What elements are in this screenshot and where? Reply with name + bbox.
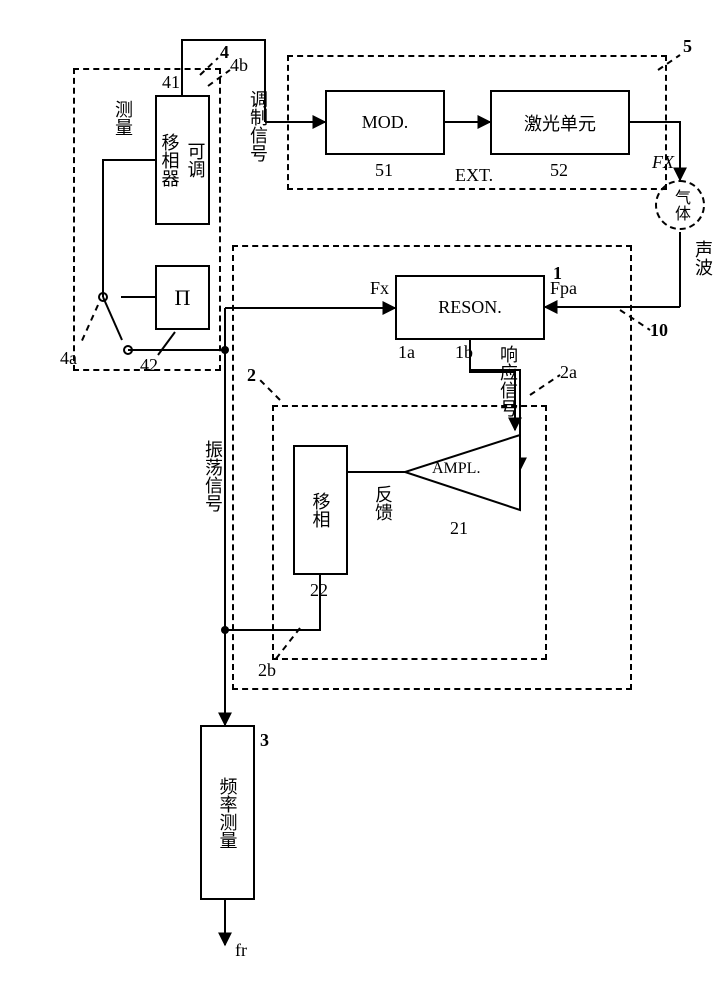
reson-port-1a: 1a [398,342,415,363]
block-phase-num: 22 [310,580,328,601]
block-mod-label: MOD. [362,112,409,133]
block-laser-num: 52 [550,160,568,181]
node-2 [221,626,229,634]
block-reson-label: RESON. [438,297,502,318]
osc-signal-label: 振荡信号 [200,440,226,512]
gas-fx-label: FX [652,152,674,173]
reson-port-1b: 1b [455,342,473,363]
gas-label: 气体 [668,189,692,221]
diagram-canvas: 5 EXT. MOD. 51 激光单元 52 气体 FX 声波 4 测量 可调 … [0,0,723,1000]
block-pi: Π [155,265,210,330]
block-adj-phase-label: 可调 移相器 [157,133,209,187]
feedback-out-label: 2b [258,660,276,681]
block-adj-phase-num: 41 [162,72,180,93]
block-freq-out: fr [235,940,247,961]
group-feedback-label: 反馈 [370,485,396,521]
mod-signal-label: 调制信号 [245,90,271,162]
group-10-num: 10 [650,320,668,341]
block-adj-phase: 可调 移相器 [155,95,210,225]
group-measure-label: 测量 [110,100,136,136]
reson-fx: Fx [370,278,389,299]
block-adj-phase-side: 4b [230,55,248,76]
reson-fpa: Fpa [550,278,577,299]
group-feedback-num: 2 [247,365,256,386]
gas-node: 气体 [655,180,705,230]
block-laser: 激光单元 [490,90,630,155]
block-mod: MOD. [325,90,445,155]
block-phase-label: 移相 [308,492,334,528]
sound-label: 声波 [690,240,716,276]
block-ampl-num: 21 [450,518,468,539]
block-freq: 频率测量 [200,725,255,900]
block-pi-label: Π [175,285,191,311]
block-phase: 移相 [293,445,348,575]
block-freq-label: 频率测量 [215,777,241,849]
group-measure-num: 4 [220,42,229,63]
block-pi-num: 42 [140,355,158,376]
block-ampl-side: 2a [560,362,577,383]
group-ext-num: 5 [683,36,692,57]
block-ampl-label: AMPL. [432,460,480,478]
block-mod-num: 51 [375,160,393,181]
resp-signal-label: 响应信号 [495,345,521,417]
block-freq-num: 3 [260,730,269,751]
group-ext-label: EXT. [455,165,493,186]
switch-label: 4a [60,348,77,369]
block-laser-label: 激光单元 [524,110,596,136]
node-1 [221,346,229,354]
block-reson: RESON. [395,275,545,340]
